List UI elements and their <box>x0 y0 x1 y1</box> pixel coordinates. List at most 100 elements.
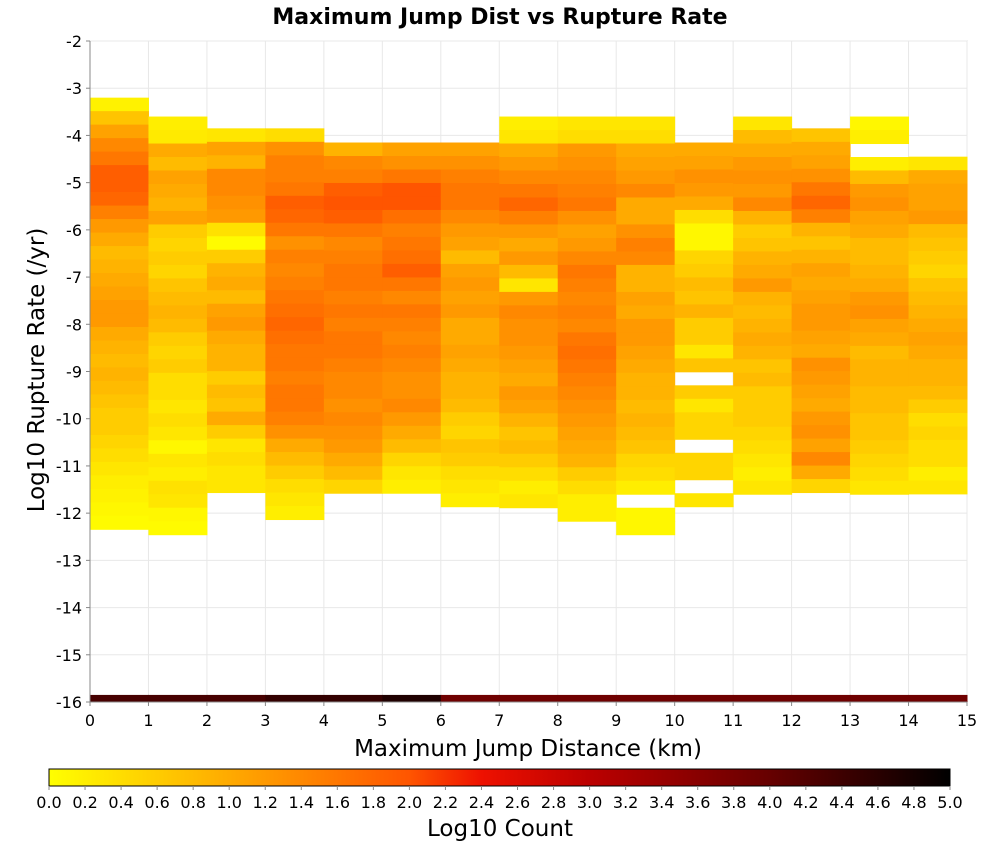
heatmap-cell <box>499 399 559 414</box>
heatmap-cell <box>557 130 617 145</box>
colorbar-tick-label: 1.4 <box>289 793 314 812</box>
heatmap-cell <box>90 502 149 517</box>
heatmap-cell <box>382 425 442 440</box>
colorbar: 0.0 0.2 0.4 0.6 0.8 1.0 1.2 1.4 1.6 1.8 2.0 2.2 2.4 2… <box>36 768 963 812</box>
heatmap-cell <box>206 330 266 345</box>
heatmap-cell <box>850 264 910 279</box>
heatmap-cell <box>206 141 266 156</box>
heatmap-cell <box>908 466 968 481</box>
heatmap-cell <box>733 130 793 145</box>
heatmap-cell <box>265 371 325 386</box>
heatmap-cell <box>791 371 851 386</box>
heatmap-cell <box>850 467 910 482</box>
heatmap-cell <box>499 318 559 333</box>
heatmap-cell <box>557 345 617 360</box>
heatmap-cell <box>791 263 851 278</box>
heatmap-cell <box>499 386 559 401</box>
heatmap-cell <box>382 439 442 454</box>
heatmap-cell <box>791 357 851 372</box>
heatmap-cell <box>616 183 676 198</box>
x-tick-label: 15 <box>957 711 977 730</box>
colorbar-tick-label: 0.8 <box>180 793 205 812</box>
x-tick-label: 2 <box>202 711 212 730</box>
heatmap-cell <box>557 224 617 239</box>
heatmap-cell <box>148 440 208 455</box>
heatmap-cell <box>265 384 325 399</box>
heatmap-cell <box>850 345 910 360</box>
heatmap-cell <box>674 304 734 319</box>
heatmap-cell <box>265 492 325 507</box>
heatmap-cell <box>90 380 149 395</box>
y-tick-label: -5 <box>66 174 82 193</box>
heatmap-cell <box>908 345 968 360</box>
heatmap-cell <box>674 331 734 346</box>
colorbar-tick-label: 0.4 <box>108 793 133 812</box>
heatmap-cell <box>616 157 676 171</box>
heatmap-cell <box>850 480 910 495</box>
heatmap-cell <box>499 291 559 306</box>
y-tick-label: -16 <box>56 693 82 712</box>
heatmap-cell <box>206 276 266 291</box>
heatmap-cell <box>557 251 617 266</box>
heatmap-cell <box>206 236 266 251</box>
heatmap-cell <box>440 263 500 278</box>
colorbar-tick-label: 0.2 <box>72 793 97 812</box>
heatmap-cell <box>616 318 676 333</box>
heatmap-cell <box>616 116 676 131</box>
heatmap-cell <box>323 331 383 346</box>
heatmap-cell <box>616 345 676 360</box>
heatmap-cell <box>557 197 617 212</box>
heatmap-cell <box>616 170 676 185</box>
heatmap-cell <box>382 466 442 481</box>
heatmap-cell <box>323 236 383 251</box>
heatmap-cell <box>382 250 442 265</box>
heatmap-cell <box>382 155 442 170</box>
colorbar-label: Log10 Count <box>427 816 573 842</box>
heatmap-cell <box>733 291 793 306</box>
heatmap-cell <box>908 426 968 441</box>
colorbar-tick-label: 1.6 <box>325 793 350 812</box>
heatmap-cell <box>440 344 500 359</box>
heatmap-cell-bottom <box>148 694 208 702</box>
x-tick-label: 0 <box>85 711 95 730</box>
heatmap-cell <box>557 170 617 185</box>
heatmap-cell <box>440 155 500 170</box>
heatmap-cell <box>323 425 383 440</box>
colorbar-tick-label: 4.2 <box>793 793 818 812</box>
heatmap-cell <box>499 224 559 239</box>
heatmap-cell <box>557 305 617 320</box>
colorbar-tick-label: 3.6 <box>685 793 710 812</box>
heatmap-cell <box>206 168 266 183</box>
heatmap-cell-bottom <box>206 694 266 702</box>
heatmap-cell <box>148 332 208 347</box>
heatmap-cell <box>323 169 383 184</box>
heatmap-cell <box>323 344 383 359</box>
heatmap-cell <box>148 399 208 414</box>
heatmap-cell <box>323 250 383 265</box>
heatmap-cell <box>90 232 149 247</box>
heatmap-cell <box>148 359 208 374</box>
heatmap-cell <box>382 317 442 332</box>
heatmap-cell <box>323 223 383 238</box>
heatmap-cell-bottom <box>382 694 442 702</box>
heatmap-cell <box>382 385 442 400</box>
heatmap-cell <box>616 386 676 401</box>
heatmap-cell <box>90 367 149 382</box>
heatmap-cell <box>382 358 442 373</box>
heatmap-cell <box>616 130 676 145</box>
y-tick-label: -15 <box>56 646 82 665</box>
heatmap-cell <box>440 304 500 319</box>
y-tick-label: -6 <box>66 221 82 240</box>
heatmap-cell <box>908 170 968 185</box>
heatmap-cell <box>206 344 266 359</box>
heatmap-cell <box>265 182 325 197</box>
heatmap-cell <box>440 398 500 413</box>
heatmap-cell <box>850 440 910 455</box>
heatmap-cell <box>440 479 500 494</box>
heatmap-cell <box>206 371 266 386</box>
heatmap-cell <box>616 143 676 158</box>
heatmap-cell <box>499 453 559 468</box>
heatmap-cell <box>265 411 325 426</box>
heatmap-cell <box>90 219 149 234</box>
heatmap-cell <box>382 479 442 494</box>
